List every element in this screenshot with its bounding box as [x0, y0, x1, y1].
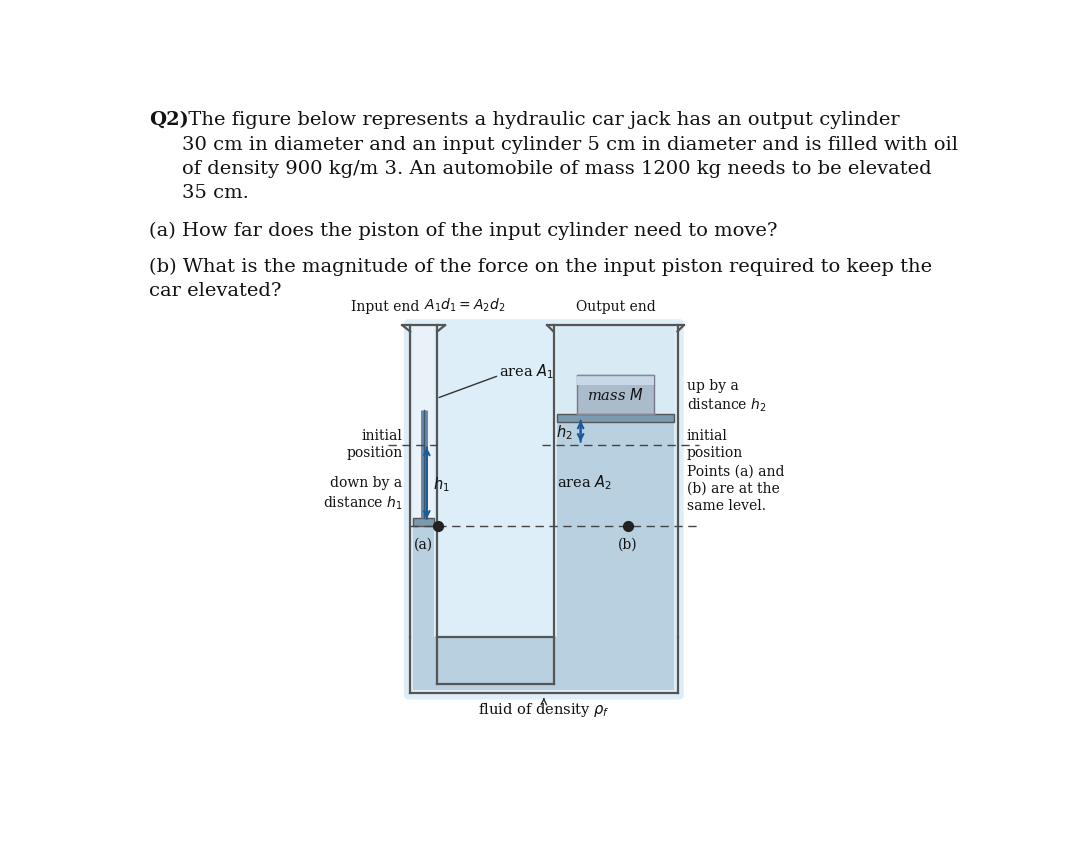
Text: Q2): Q2)	[149, 111, 189, 129]
Bar	[556, 422, 674, 638]
Bar	[414, 518, 434, 525]
Text: (a): (a)	[414, 538, 433, 552]
Text: (a) How far does the piston of the input cylinder need to move?: (a) How far does the piston of the input…	[149, 221, 778, 240]
Text: area $A_1$: area $A_1$	[499, 362, 554, 381]
Bar	[414, 326, 434, 520]
Text: Input end: Input end	[351, 300, 423, 314]
Text: initial
position: initial position	[687, 429, 743, 461]
Point	[430, 518, 447, 532]
Bar	[577, 376, 654, 414]
Text: $A_1d_1 = A_2d_2$: $A_1d_1 = A_2d_2$	[423, 297, 505, 314]
Bar	[414, 525, 434, 638]
Text: fluid of density $\rho_f$: fluid of density $\rho_f$	[478, 701, 609, 719]
Text: Output end: Output end	[576, 300, 656, 314]
Text: The figure below represents a hydraulic car jack has an output cylinder
30 cm in: The figure below represents a hydraulic …	[181, 111, 958, 202]
Text: (b): (b)	[618, 538, 637, 552]
Text: $h_1$: $h_1$	[433, 476, 449, 495]
Bar	[556, 326, 674, 422]
Text: initial
position: initial position	[346, 429, 403, 461]
Text: down by a
distance $h_1$: down by a distance $h_1$	[323, 476, 403, 512]
Text: up by a
distance $h_2$: up by a distance $h_2$	[687, 379, 767, 415]
Bar	[577, 376, 654, 384]
Point	[619, 518, 636, 532]
Text: Points (a) and
(b) are at the
same level.: Points (a) and (b) are at the same level…	[687, 465, 784, 513]
FancyBboxPatch shape	[404, 319, 684, 700]
Bar	[414, 638, 674, 690]
Text: area $A_2$: area $A_2$	[557, 473, 612, 492]
Bar	[556, 414, 674, 422]
Text: (b) What is the magnitude of the force on the input piston required to keep the
: (b) What is the magnitude of the force o…	[149, 258, 932, 300]
Text: mass $M$: mass $M$	[588, 387, 644, 403]
Text: $h_2$: $h_2$	[556, 424, 572, 443]
